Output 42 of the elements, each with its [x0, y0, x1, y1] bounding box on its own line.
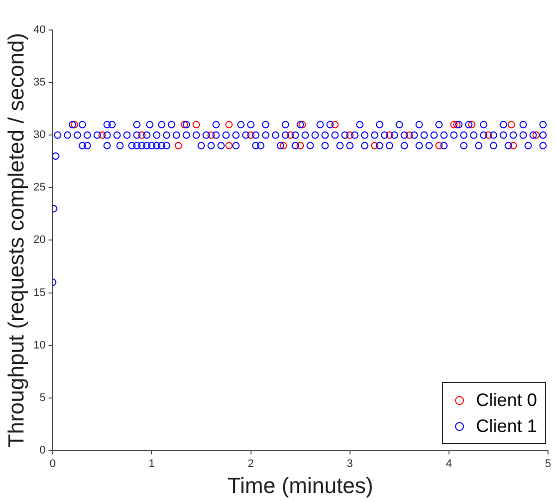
point [192, 120, 200, 128]
point [346, 131, 354, 139]
point [225, 142, 233, 150]
point [532, 131, 540, 139]
y-tick-label: 35 [33, 76, 46, 89]
x-tick-label: 2 [248, 458, 254, 470]
point [508, 120, 516, 128]
point [174, 142, 182, 150]
point [98, 131, 106, 139]
point [484, 131, 492, 139]
legend-label: Client 1 [476, 415, 537, 438]
y-tick-label: 5 [40, 392, 46, 404]
point [386, 131, 394, 139]
x-tick-label: 0 [50, 458, 56, 470]
x-tick-label: 1 [148, 458, 155, 470]
point [406, 131, 413, 139]
point [450, 120, 458, 128]
x-tick-label: 4 [446, 458, 452, 470]
point [280, 142, 288, 150]
x-tick-label: 5 [544, 458, 552, 470]
point [468, 120, 476, 128]
y-tick-label: 15 [33, 286, 46, 299]
point [331, 120, 339, 128]
y-tick-label: 20 [33, 234, 46, 246]
legend-label: Client 0 [476, 389, 537, 412]
x-tick-label: 3 [346, 458, 353, 470]
y-axis-title: Throughput (requests completed / second) [3, 32, 28, 448]
y-tick-label: 30 [33, 129, 46, 142]
point [138, 131, 146, 139]
y-tick-label: 0 [40, 444, 46, 456]
point [286, 131, 294, 139]
x-axis-title: Time (minutes) [227, 472, 374, 498]
y-tick-label: 40 [33, 24, 46, 36]
point [510, 142, 518, 150]
point [225, 120, 233, 128]
y-tick-label: 25 [33, 182, 46, 194]
point [247, 131, 254, 139]
point [296, 142, 304, 150]
point [370, 142, 378, 150]
point [207, 131, 215, 139]
y-tick-label: 10 [33, 339, 46, 352]
point [435, 142, 443, 150]
